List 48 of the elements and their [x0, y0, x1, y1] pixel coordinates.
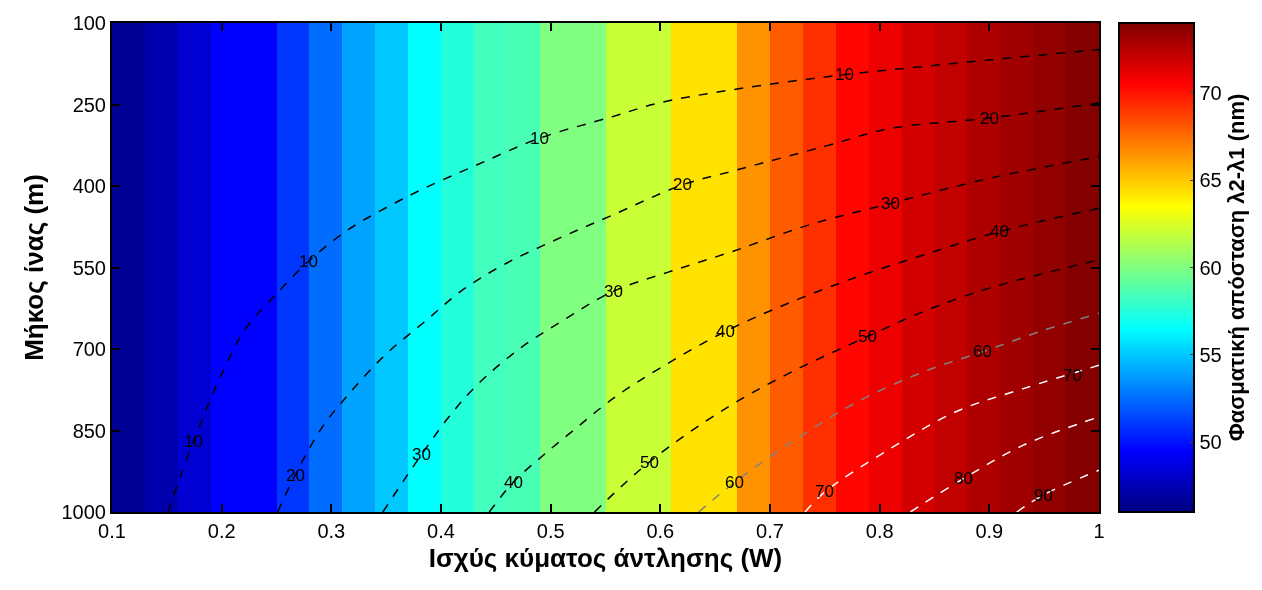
annotation: 80 — [954, 469, 973, 488]
annotation: 60 — [973, 342, 992, 361]
y-tick-label: 250 — [72, 93, 106, 116]
x-tick-label: 0.5 — [536, 520, 565, 542]
line-series — [697, 312, 1099, 512]
annotation: 40 — [990, 222, 1009, 241]
annotation: 50 — [858, 327, 877, 346]
x-tick-label: 0.8 — [865, 520, 894, 542]
y-tick-label: 100 — [72, 12, 106, 34]
x-tick-label: 0.6 — [646, 520, 675, 542]
annotation: 30 — [604, 282, 623, 301]
color-bar-title: Φασματική απόσταση λ2-λ1 (nm) — [1223, 93, 1249, 442]
annotation: 60 — [725, 473, 744, 492]
x-tick-label: 1 — [1093, 520, 1105, 542]
x-axis-title: Ισχύς κύματος άντλησης (W) — [428, 543, 783, 574]
color-bar-label: 55 — [1199, 343, 1222, 366]
annotation: 20 — [673, 175, 692, 194]
y-tick-label: 850 — [72, 419, 106, 442]
y-axis-title: Μήκος ίνας (m) — [19, 174, 50, 361]
line-series — [804, 364, 1099, 512]
color-bar-label: 70 — [1199, 81, 1222, 104]
annotation: 30 — [412, 445, 431, 464]
annotation: 30 — [881, 194, 900, 213]
annotation: 50 — [640, 453, 659, 472]
color-bar-label: 50 — [1199, 431, 1222, 454]
annotation: 10 — [299, 252, 318, 271]
x-tick-label: 0.7 — [756, 520, 784, 542]
annotation: 20 — [980, 109, 999, 128]
x-tick-label: 0.1 — [98, 520, 126, 542]
annotation: 70 — [1063, 366, 1082, 385]
y-tick-label: 550 — [72, 256, 106, 279]
color-bar-label: 60 — [1199, 256, 1222, 279]
annotation: 40 — [716, 322, 735, 341]
annotation: 20 — [286, 466, 305, 485]
x-tick-label: 0.4 — [427, 520, 455, 542]
color-bar-label: 65 — [1199, 169, 1222, 192]
annotation: 70 — [815, 482, 834, 501]
x-tick-label: 0.3 — [317, 520, 346, 542]
annotation: 10 — [184, 432, 203, 451]
x-tick-label: 0.2 — [207, 520, 236, 542]
annotation: 10 — [530, 129, 549, 148]
x-tick-label: 0.9 — [975, 520, 1004, 542]
y-tick-label: 1000 — [61, 501, 106, 523]
annotation: 10 — [835, 65, 854, 84]
y-tick-label: 400 — [72, 175, 106, 197]
y-tick-label: 700 — [72, 338, 106, 360]
annotation: 40 — [504, 473, 523, 492]
annotation: 90 — [1034, 486, 1053, 505]
